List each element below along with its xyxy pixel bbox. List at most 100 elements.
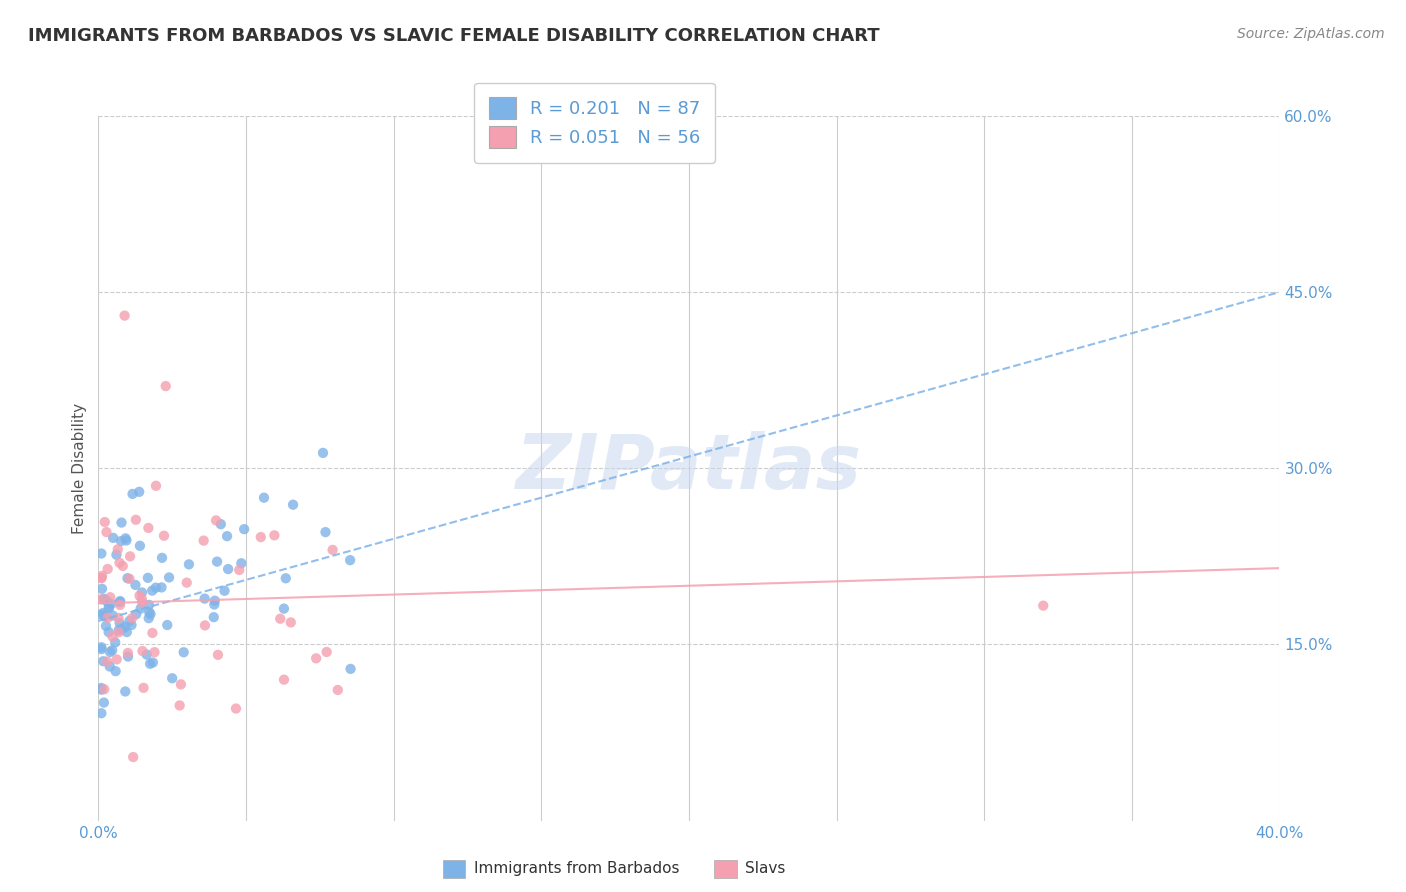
Point [98,591,121,605]
Point [305,651,328,665]
Point [105,548,128,562]
Point [273,601,295,615]
Point [98,645,121,659]
Point [136,571,159,585]
Point [209,517,232,532]
Point [139,607,162,622]
Point [91,654,114,668]
Point [339,662,361,676]
Point [96,525,118,540]
Point [108,595,131,609]
Point [173,645,195,659]
Point [1032,599,1054,613]
Point [107,542,129,557]
Point [101,608,124,623]
Point [120,549,142,564]
Point [150,550,173,565]
Point [326,682,349,697]
Point [155,379,177,393]
Point [170,677,193,691]
Point [132,681,155,695]
Point [205,513,228,527]
Point [131,595,153,609]
Point [117,571,139,585]
Point [98,659,121,673]
Point [101,643,124,657]
Text: Slavs: Slavs [745,862,786,876]
Point [91,582,114,596]
Point [131,585,153,599]
Point [118,614,141,628]
Point [94,515,117,529]
Point [110,534,132,549]
Point [207,648,229,662]
Point [250,530,273,544]
Point [160,671,183,685]
Point [281,498,304,512]
Text: Source: ZipAtlas.com: Source: ZipAtlas.com [1237,27,1385,41]
Point [205,555,228,569]
Point [96,655,118,669]
Point [225,701,247,715]
Point [231,556,253,570]
Point [93,682,115,697]
Point [202,610,225,624]
Point [315,645,337,659]
Point [97,625,120,640]
Point [100,597,122,611]
Point [204,593,226,607]
Point [280,615,302,630]
Legend: R = 0.201   N = 87, R = 0.051   N = 56: R = 0.201 N = 87, R = 0.051 N = 56 [474,83,714,163]
Point [108,594,131,608]
Point [107,623,129,637]
Point [101,531,124,545]
Point [114,620,136,634]
Point [177,558,200,572]
Point [228,563,250,577]
Point [90,571,112,585]
Point [94,609,117,624]
Point [129,601,152,615]
Point [202,598,225,612]
Point [157,570,180,584]
Point [169,698,191,713]
Point [263,528,285,542]
Point [101,630,124,644]
Point [91,569,114,583]
Point [217,529,239,543]
Point [339,553,361,567]
Point [193,533,215,548]
Point [93,696,115,710]
Point [139,657,162,671]
Point [269,612,291,626]
Point [129,539,152,553]
Point [312,446,335,460]
Point [141,583,163,598]
Point [156,618,179,632]
Point [94,619,117,633]
Point [97,562,120,576]
Point [138,611,160,625]
Point [135,648,157,662]
Point [97,601,120,615]
Point [145,479,167,493]
Point [97,611,120,625]
Point [253,491,276,505]
Point [150,581,173,595]
Point [93,591,115,606]
Point [90,571,112,585]
Point [141,626,163,640]
Point [142,656,165,670]
Point [145,581,167,595]
Point [125,607,148,622]
Point [108,598,131,612]
Point [110,516,132,530]
Point [118,572,141,586]
Point [98,600,121,615]
Point [96,594,118,608]
Point [90,592,112,607]
Point [107,611,129,625]
Point [194,591,217,606]
Point [108,556,131,570]
Point [214,583,236,598]
